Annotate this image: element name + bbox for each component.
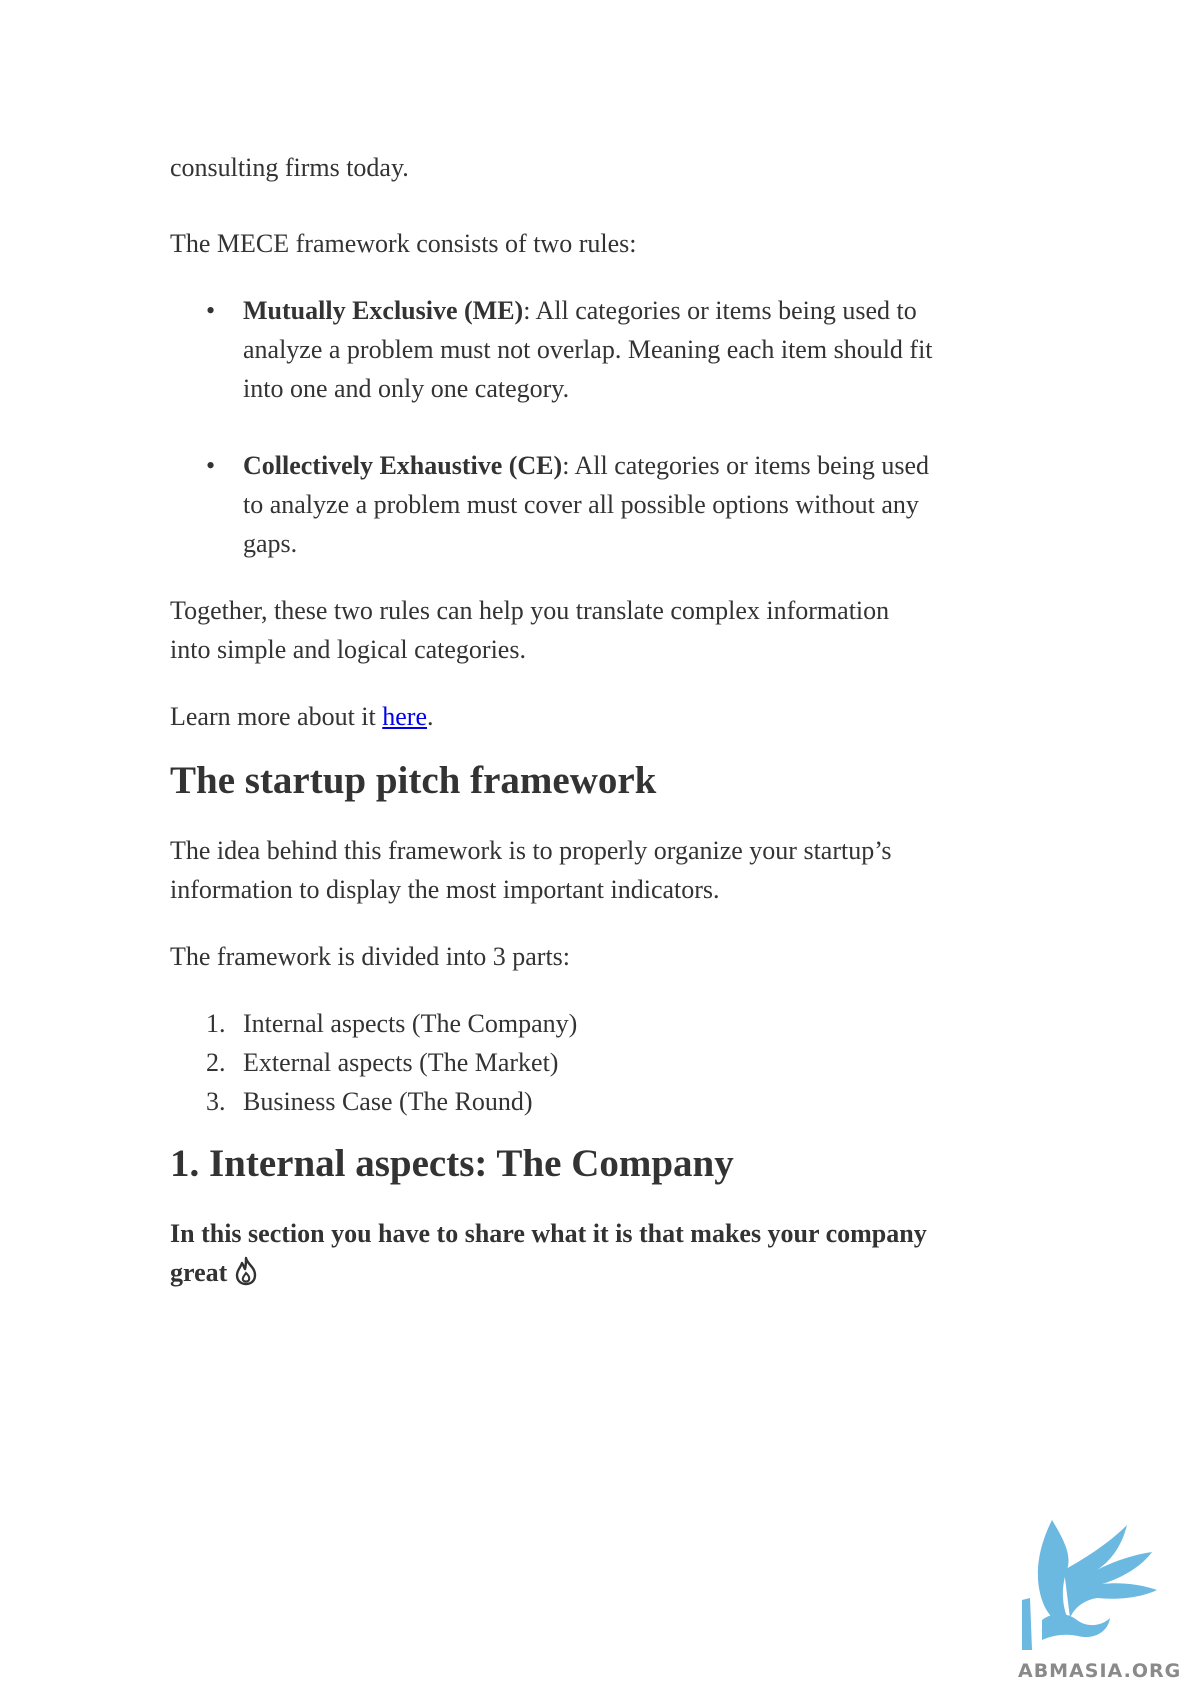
idea-line2: information to display the most importan… xyxy=(170,875,720,904)
paragraph-consulting: consulting firms today. xyxy=(170,153,409,182)
together-line2: into simple and logical categories. xyxy=(170,635,526,664)
rule-text-line1: : All categories or items being used to xyxy=(523,296,917,325)
list-item: 1. Internal aspects (The Company) xyxy=(170,1004,1025,1043)
document-body: consulting firms today. The MECE framewo… xyxy=(170,148,1025,1297)
section-intro-line1: In this section you have to share what i… xyxy=(170,1219,927,1248)
abmasia-watermark-text: ABMASIA.ORG xyxy=(1018,1660,1182,1682)
rule-term: Mutually Exclusive (ME) xyxy=(243,296,524,325)
mece-rules-list: • Mutually Exclusive (ME): All categorie… xyxy=(170,291,1025,563)
list-number: 3. xyxy=(206,1087,226,1116)
framework-parts-list: 1. Internal aspects (The Company) 2. Exter… xyxy=(170,1004,1025,1121)
fire-icon xyxy=(233,1256,259,1297)
learn-more-text: Learn more about it xyxy=(170,702,383,731)
learn-more-period: . xyxy=(427,702,434,731)
list-label: Business Case (The Round) xyxy=(243,1087,533,1116)
rule-text-line3: gaps. xyxy=(243,529,298,558)
paragraph-learn-more: Learn more about it here. xyxy=(170,697,1025,736)
list-item: 3. Business Case (The Round) xyxy=(170,1082,1025,1121)
list-number: 1. xyxy=(206,1009,226,1038)
paragraph-divided: The framework is divided into 3 parts: xyxy=(170,942,571,971)
rule-text-line2: to analyze a problem must cover all poss… xyxy=(243,490,919,519)
list-label: Internal aspects (The Company) xyxy=(243,1009,578,1038)
paragraph-together: Together, these two rules can help you t… xyxy=(170,591,1025,669)
rule-text-line1: : All categories or items being used xyxy=(562,451,929,480)
section-intro-line2: great xyxy=(170,1258,228,1287)
paragraph-mece-intro: The MECE framework consists of two rules… xyxy=(170,229,637,258)
paragraph-idea: The idea behind this framework is to pro… xyxy=(170,831,1025,909)
list-label: External aspects (The Market) xyxy=(243,1048,559,1077)
bullet-marker: • xyxy=(206,296,216,325)
rule-mutually-exclusive: • Mutually Exclusive (ME): All categorie… xyxy=(170,291,1025,408)
together-line1: Together, these two rules can help you t… xyxy=(170,596,890,625)
rule-term: Collectively Exhaustive (CE) xyxy=(243,451,563,480)
heading-internal-aspects: 1. Internal aspects: The Company xyxy=(170,1142,734,1185)
rule-collectively-exhaustive: • Collectively Exhaustive (CE): All cate… xyxy=(170,446,1025,563)
bullet-marker: • xyxy=(206,451,216,480)
here-link[interactable]: here xyxy=(382,702,428,731)
idea-line1: The idea behind this framework is to pro… xyxy=(170,836,892,865)
rule-text-line3: into one and only one category. xyxy=(243,374,570,403)
heading-startup-pitch: The startup pitch framework xyxy=(170,759,657,802)
list-number: 2. xyxy=(206,1048,226,1077)
abmasia-logo xyxy=(1012,1500,1191,1680)
paragraph-section-intro: In this section you have to share what i… xyxy=(170,1214,1025,1297)
list-item: 2. External aspects (The Market) xyxy=(170,1043,1025,1082)
rule-text-line2: analyze a problem must not overlap. Mean… xyxy=(243,335,933,364)
